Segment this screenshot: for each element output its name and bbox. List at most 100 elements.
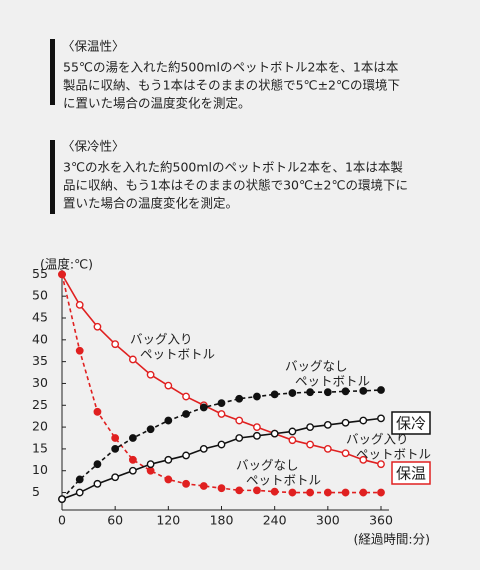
point: [359, 416, 368, 425]
point: [75, 346, 84, 355]
point: [146, 425, 155, 434]
y-tick-label: 10: [32, 462, 48, 477]
point: [306, 423, 315, 431]
y-tick-label: 45: [32, 310, 48, 325]
y-tick-label: 35: [32, 353, 48, 368]
x-tick-label: 0: [58, 513, 66, 528]
y-tick-label: 30: [32, 375, 48, 390]
point: [128, 355, 137, 364]
point: [128, 455, 137, 464]
point: [58, 270, 66, 279]
point: [253, 423, 261, 431]
point: [253, 486, 261, 495]
point: [323, 421, 332, 429]
annotation: ペットボトル: [140, 347, 215, 362]
annotation: バッグなし: [285, 359, 348, 374]
point: [75, 475, 84, 484]
point: [359, 455, 368, 464]
point: [270, 429, 279, 438]
point: [377, 488, 385, 497]
note-line: 55℃の湯を入れた約500mlのペットボトル2本を、1本は本: [63, 60, 399, 75]
annotation: ペットボトル: [356, 447, 431, 462]
point: [199, 403, 208, 412]
y-tick-label: 20: [32, 419, 48, 434]
point: [146, 460, 155, 469]
point: [323, 445, 332, 453]
annotation: ペットボトル: [246, 473, 321, 488]
point: [270, 390, 279, 399]
point: [235, 416, 244, 425]
note-heading: 〈保冷性〉: [62, 139, 125, 154]
point: [182, 410, 190, 418]
group-box: [391, 461, 431, 485]
point: [217, 410, 226, 418]
point: [323, 488, 332, 497]
y-tick-label: 40: [32, 331, 48, 346]
point: [253, 392, 261, 401]
point: [341, 387, 350, 396]
point: [146, 466, 155, 475]
annotation: ペットボトル: [295, 374, 370, 389]
y-tick-label: 25: [32, 397, 48, 412]
point: [323, 388, 332, 397]
point: [93, 479, 102, 488]
point: [164, 416, 173, 425]
point: [199, 482, 208, 490]
point: [253, 431, 261, 440]
point: [93, 407, 102, 416]
point: [146, 370, 155, 379]
point: [217, 440, 226, 449]
y-axis-label: (温度:℃): [40, 257, 93, 272]
note-bar: [50, 140, 55, 214]
point: [128, 434, 137, 442]
note-line: 3℃の水を入れた約500mlのペットボトル2本を、1本は本製: [63, 160, 403, 175]
point: [341, 449, 350, 458]
point: [359, 488, 368, 497]
y-tick-label: 15: [32, 440, 48, 455]
point: [58, 495, 66, 503]
point: [182, 451, 190, 460]
annotation: バッグ入り: [346, 432, 409, 447]
point: [235, 394, 244, 403]
note-line: 品に収納、もう1本はそのままの状態で30℃±2℃の環境下に: [63, 178, 408, 193]
point: [341, 418, 350, 427]
group-box: [391, 411, 431, 435]
annotation: バッグなし: [236, 458, 299, 473]
point: [235, 434, 244, 442]
point: [111, 434, 120, 442]
point: [270, 487, 279, 496]
note-heading: 〈保温性〉: [62, 39, 125, 54]
point: [288, 488, 297, 497]
point: [377, 414, 385, 423]
point: [377, 460, 385, 469]
point: [164, 475, 173, 484]
group-label: 保冷: [396, 415, 426, 433]
point: [164, 381, 173, 390]
point: [93, 322, 102, 331]
point: [75, 301, 84, 309]
y-tick-label: 50: [32, 288, 48, 303]
point: [128, 466, 137, 475]
y-tick-label: 5: [32, 484, 40, 499]
point: [359, 386, 368, 395]
x-axis-label: (経過時間:分): [354, 532, 430, 547]
note-line: 置いた場合の温度変化を測定。: [63, 196, 238, 211]
note-line: 製品に収納、もう1本はそのままの状態で5℃±2℃の環境下: [63, 78, 400, 93]
point: [306, 388, 315, 397]
point: [182, 479, 190, 488]
point: [164, 455, 173, 464]
note-bar: [50, 39, 55, 105]
x-tick-label: 360: [369, 513, 393, 528]
point: [199, 445, 208, 453]
point: [235, 486, 244, 495]
point: [217, 484, 226, 493]
x-tick-label: 180: [210, 513, 234, 528]
point: [341, 488, 350, 497]
point: [288, 389, 297, 397]
point: [306, 440, 315, 449]
point: [111, 445, 120, 453]
note-line: に置いた場合の温度変化を測定。: [63, 96, 251, 111]
x-tick-label: 120: [156, 513, 180, 528]
point: [111, 340, 120, 349]
